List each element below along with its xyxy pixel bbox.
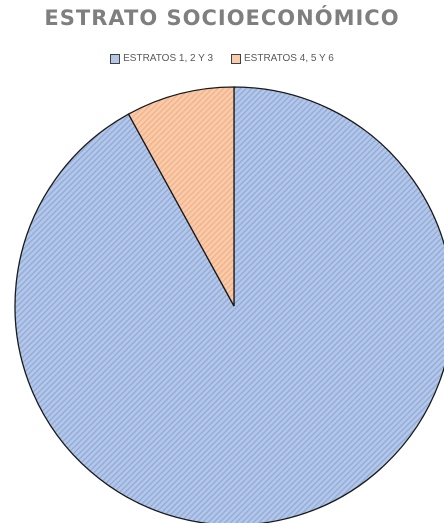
chart-title: ESTRATO SOCIOECONÓMICO [44, 6, 400, 30]
legend-item-estratos-4-5-6: ESTRATOS 4, 5 Y 6 [231, 53, 334, 64]
legend-swatch-estratos-4-5-6 [231, 53, 241, 64]
legend-label-estratos-4-5-6: ESTRATOS 4, 5 Y 6 [244, 53, 334, 64]
pie-slice-1 [14, 86, 444, 523]
chart-legend: ESTRATOS 1, 2 Y 3 ESTRATOS 4, 5 Y 6 [0, 53, 444, 64]
legend-label-estratos-1-2-3: ESTRATOS 1, 2 Y 3 [123, 53, 213, 64]
pie-slice-2 [127, 86, 235, 307]
legend-item-estratos-1-2-3: ESTRATOS 1, 2 Y 3 [110, 53, 213, 64]
legend-swatch-estratos-1-2-3 [110, 53, 121, 64]
